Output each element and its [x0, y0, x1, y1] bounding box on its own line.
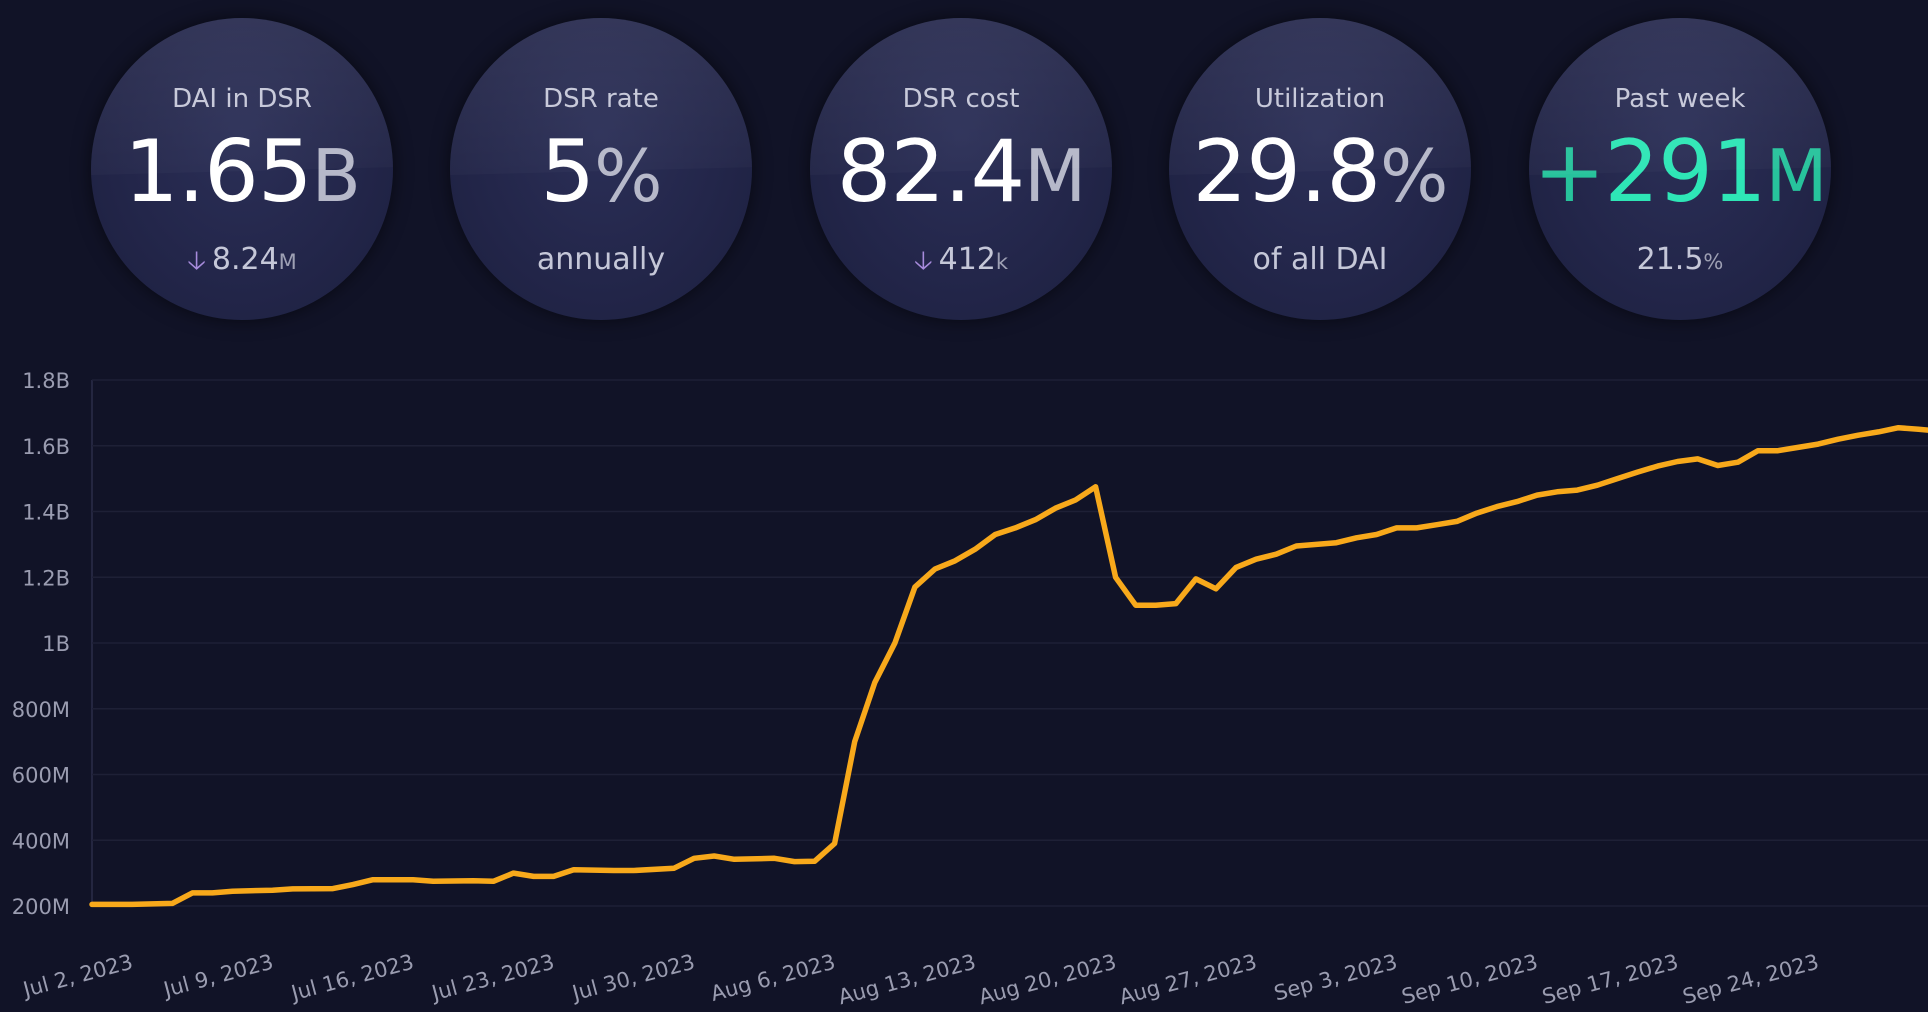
stat-dsr-cost: DSR cost 82.4M 🡣 412k — [810, 18, 1112, 320]
stat-label: DSR cost — [902, 84, 1020, 114]
stat-number: 82.4 — [836, 122, 1025, 222]
stat-change-value: 8.24 — [211, 242, 279, 277]
x-tick-label: Aug 6, 2023 — [708, 950, 838, 1006]
stat-caption: of all DAI — [1252, 242, 1388, 277]
x-tick-label: Sep 10, 2023 — [1399, 950, 1540, 1009]
y-tick-label: 600M — [12, 764, 70, 788]
stat-value: 1.65B — [91, 122, 393, 226]
stat-dsr-rate: DSR rate 5% annually — [450, 18, 752, 320]
x-tick-label: Jul 9, 2023 — [159, 950, 275, 1003]
stats-row: DAI in DSR 1.65B 🡣 8.24M DSR rate 5% annu… — [0, 0, 1928, 330]
stat-unit: M — [1024, 134, 1086, 218]
stat-value: 29.8% — [1169, 122, 1471, 226]
stat-caption: annually — [536, 242, 666, 277]
y-tick-label: 1.8B — [22, 369, 70, 393]
stat-value: 5% — [450, 122, 752, 226]
x-tick-label: Jul 23, 2023 — [427, 950, 556, 1006]
x-tick-label: Sep 17, 2023 — [1540, 950, 1681, 1009]
x-tick-label: Sep 3, 2023 — [1271, 950, 1399, 1006]
y-tick-label: 400M — [12, 829, 70, 853]
y-tick-label: 1.2B — [22, 566, 70, 590]
y-tick-label: 200M — [12, 895, 70, 919]
stat-change: 🡣 412k — [810, 242, 1112, 286]
stat-change: 21.5% — [1529, 242, 1831, 277]
x-tick-label: Jul 30, 2023 — [568, 950, 697, 1006]
stat-unit: B — [311, 134, 361, 218]
stat-label: Past week — [1614, 84, 1746, 114]
y-axis: 200M 400M 600M 800M 1B 1.2B 1.4B 1.6B 1.8B — [12, 369, 70, 919]
stat-dai-in-dsr: DAI in DSR 1.65B 🡣 8.24M — [91, 18, 393, 320]
stat-number: 1.65 — [124, 122, 312, 222]
down-arrow-icon: 🡣 — [913, 246, 933, 276]
stat-change-value: 412 — [938, 242, 996, 277]
y-tick-label: 800M — [12, 698, 70, 722]
stat-label: DAI in DSR — [172, 84, 312, 114]
stat-change-unit: k — [995, 250, 1009, 274]
stat-number: 29.8 — [1192, 122, 1381, 222]
x-tick-label: Sep 24, 2023 — [1680, 950, 1821, 1009]
stat-unit: % — [1380, 134, 1448, 218]
stat-label: Utilization — [1254, 84, 1386, 114]
x-tick-label: Aug 20, 2023 — [976, 950, 1119, 1010]
stat-prefix: + — [1533, 122, 1605, 222]
stat-unit: % — [594, 134, 662, 218]
stat-change-unit: % — [1703, 250, 1724, 274]
stat-unit: M — [1765, 134, 1828, 218]
y-tick-label: 1B — [42, 632, 70, 656]
stat-number: 291 — [1604, 122, 1766, 222]
x-axis: Jul 2, 2023 Jul 9, 2023 Jul 16, 2023 Jul 23… — [19, 950, 1821, 1010]
chart-grid — [91, 379, 1928, 907]
stat-value: +291M — [1529, 122, 1831, 226]
stat-value: 82.4M — [810, 122, 1112, 226]
stat-utilization: Utilization 29.8% of all DAI — [1169, 18, 1471, 320]
stat-number: 5 — [540, 122, 595, 222]
x-tick-label: Jul 2, 2023 — [19, 950, 135, 1003]
down-arrow-icon: 🡣 — [187, 246, 206, 276]
stat-label: DSR rate — [543, 84, 659, 114]
dai-in-dsr-line-chart: 200M 400M 600M 800M 1B 1.2B 1.4B 1.6B 1.8B Jul 2… — [12, 369, 1928, 1010]
stat-past-week: Past week +291M 21.5% — [1529, 18, 1831, 320]
stat-change: 🡣 8.24M — [91, 242, 393, 286]
x-tick-label: Jul 16, 2023 — [287, 950, 416, 1006]
x-tick-label: Aug 13, 2023 — [836, 950, 979, 1010]
stat-change-unit: M — [278, 250, 297, 274]
y-tick-label: 1.6B — [22, 435, 70, 459]
x-tick-label: Aug 27, 2023 — [1117, 950, 1260, 1010]
chart-series — [89, 424, 1928, 908]
y-tick-label: 1.4B — [22, 501, 70, 525]
stat-change-value: 21.5 — [1636, 242, 1704, 277]
dai-in-dsr-line — [89, 424, 1928, 908]
